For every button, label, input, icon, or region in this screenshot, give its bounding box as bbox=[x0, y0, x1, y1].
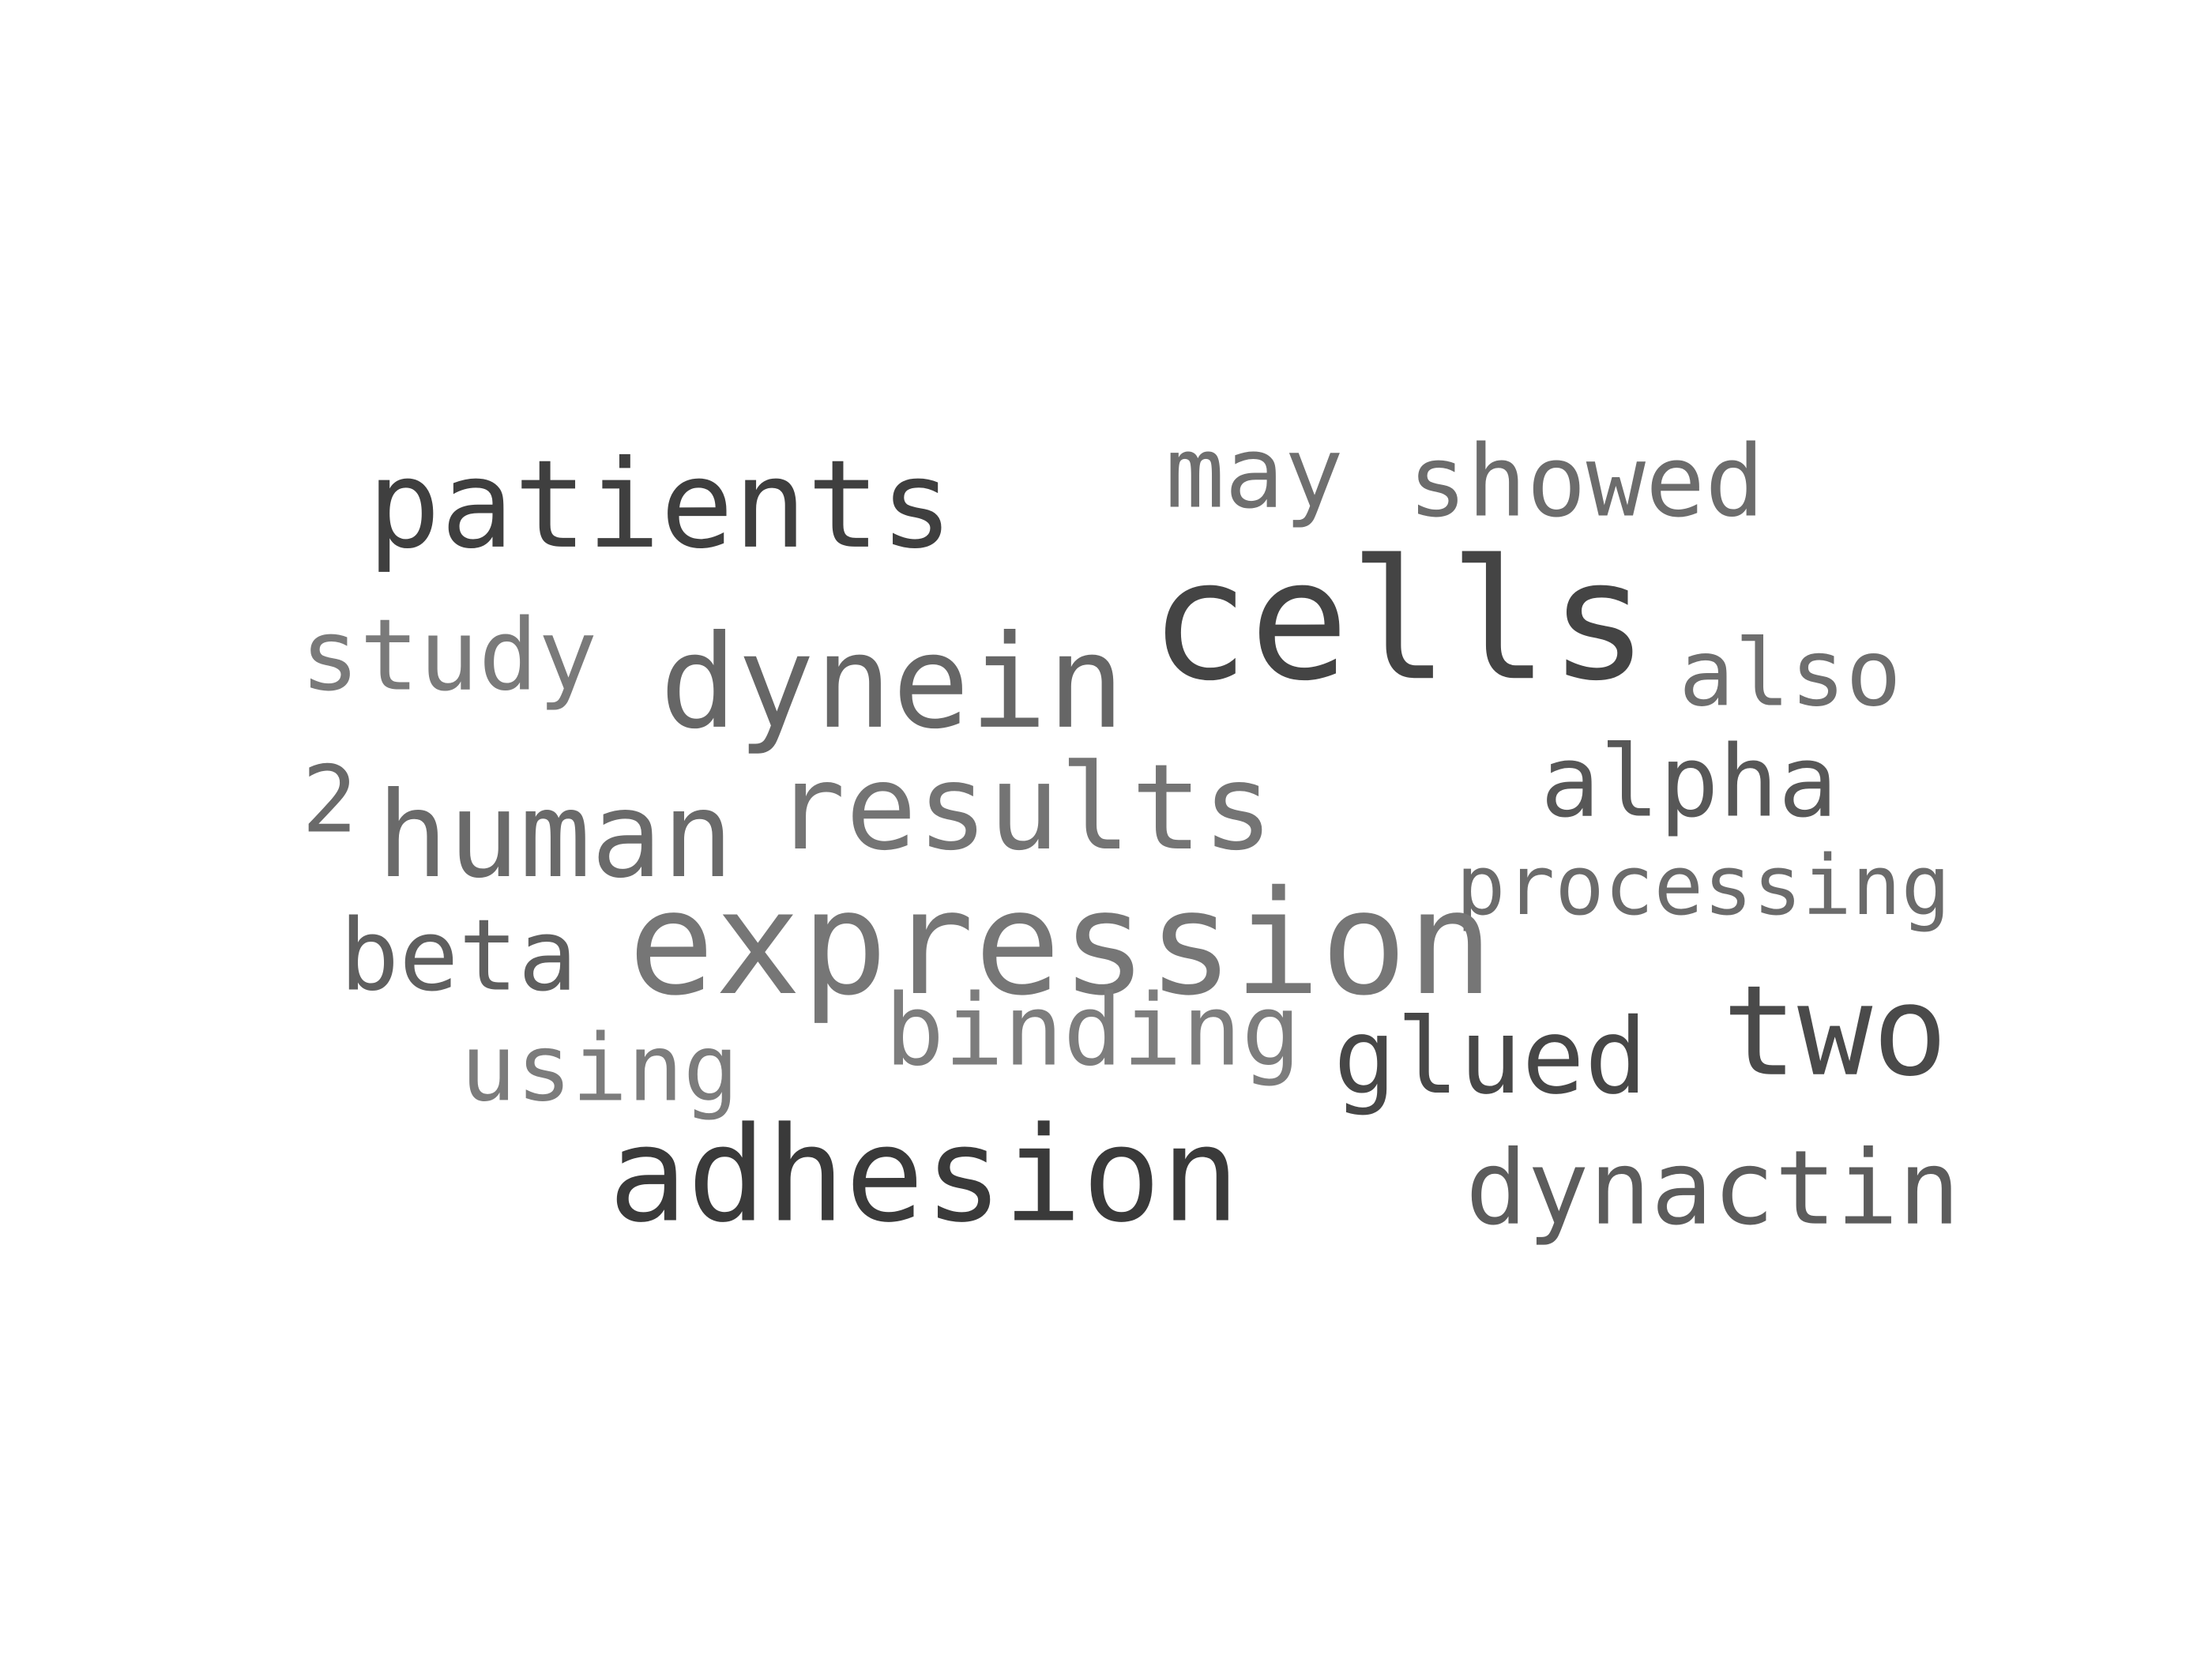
word-alpha: alpha bbox=[1540, 724, 1838, 840]
word-cells: cells bbox=[1149, 524, 1650, 718]
word-results: results bbox=[774, 739, 1274, 877]
word-dynactin: dynactin bbox=[1465, 1127, 1961, 1248]
word-human: human bbox=[377, 767, 734, 905]
word-2: 2 bbox=[302, 745, 358, 854]
word-processing: processing bbox=[1456, 837, 1951, 934]
word-expression: expression bbox=[628, 860, 1494, 1028]
word-binding: binding bbox=[885, 973, 1301, 1089]
word-using: using bbox=[461, 1014, 739, 1123]
word-study: study bbox=[300, 598, 598, 713]
word-may: may bbox=[1165, 416, 1344, 531]
word-glued: glued bbox=[1334, 996, 1648, 1119]
word-also: also bbox=[1679, 619, 1902, 728]
word-beta: beta bbox=[340, 898, 578, 1014]
word-adhesion: adhesion bbox=[608, 1099, 1240, 1252]
word-patients: patients bbox=[367, 434, 954, 576]
word-two: two bbox=[1722, 958, 1948, 1104]
word-showed: showed bbox=[1408, 424, 1765, 540]
word-dynein: dynein bbox=[660, 608, 1125, 758]
